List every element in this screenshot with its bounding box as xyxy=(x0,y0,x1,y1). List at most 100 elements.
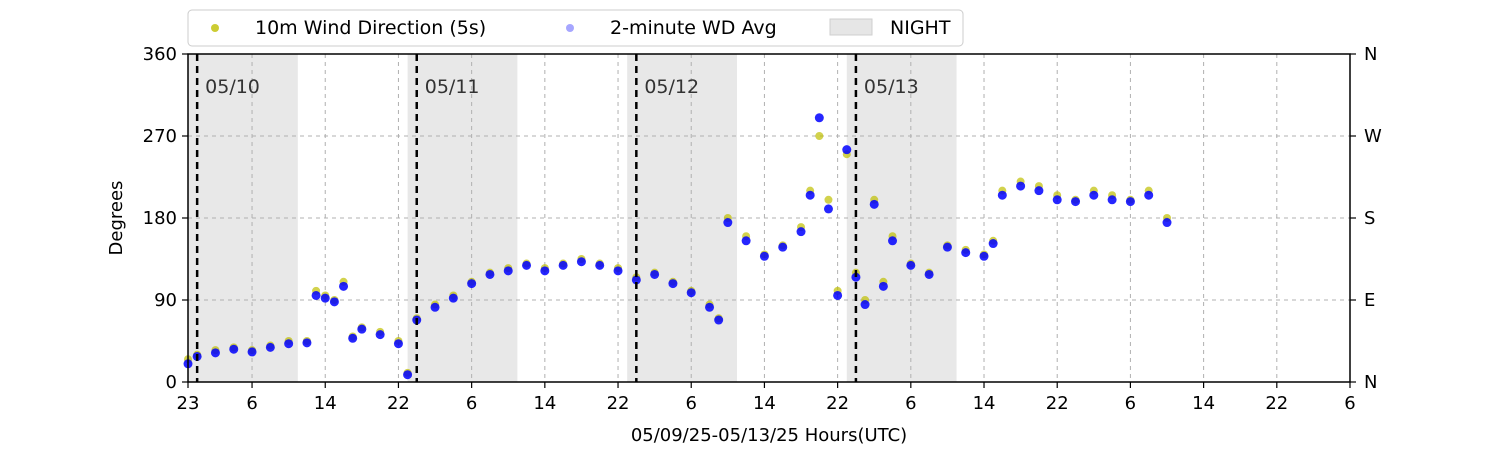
point-avg-34 xyxy=(714,315,724,325)
point-avg-11 xyxy=(339,281,349,291)
point-avg-51 xyxy=(924,269,934,279)
x-tick-label-4: 6 xyxy=(466,393,477,414)
point-avg-55 xyxy=(988,239,998,249)
point-avg-63 xyxy=(1125,197,1135,207)
right-tick-label-0: N xyxy=(1364,372,1377,393)
point-avg-62 xyxy=(1107,195,1117,205)
day-markers: 05/10 05/11 05/12 05/13 xyxy=(195,54,919,382)
legend-swatch-1 xyxy=(566,24,574,32)
right-axis-ticks: N E S W N xyxy=(1350,44,1382,393)
point-avg-42 xyxy=(823,204,833,214)
x-tick-label-15: 22 xyxy=(1265,393,1288,414)
day-marker-label-0: 05/10 xyxy=(205,76,260,98)
point-avg-2 xyxy=(210,348,220,358)
point-avg-20 xyxy=(467,279,477,289)
point-avg-8 xyxy=(311,290,321,300)
x-tick-label-9: 22 xyxy=(826,393,849,414)
point-avg-14 xyxy=(375,330,385,340)
x-tick-label-7: 6 xyxy=(686,393,697,414)
series-2min-avg xyxy=(183,113,1172,380)
x-tick-label-5: 14 xyxy=(533,393,556,414)
point-avg-4 xyxy=(247,347,257,357)
point-avg-30 xyxy=(650,269,660,279)
day-marker-label-2: 05/12 xyxy=(644,76,699,98)
point-avg-65 xyxy=(1162,218,1172,228)
point-avg-3 xyxy=(229,344,239,354)
legend-label-2: NIGHT xyxy=(890,17,951,39)
point-avg-41 xyxy=(814,113,824,123)
point-avg-19 xyxy=(448,293,458,303)
point-avg-37 xyxy=(759,251,769,261)
x-axis-label: 05/09/25-05/13/25 Hours(UTC) xyxy=(631,425,907,446)
point-avg-23 xyxy=(522,260,532,270)
legend-label-0: 10m Wind Direction (5s) xyxy=(255,17,486,39)
point-avg-35 xyxy=(723,218,733,228)
point-avg-47 xyxy=(869,199,879,209)
point-avg-56 xyxy=(997,190,1007,200)
point-avg-18 xyxy=(430,302,440,312)
point-avg-21 xyxy=(485,269,495,279)
day-marker-label-3: 05/13 xyxy=(864,76,919,98)
point-avg-46 xyxy=(860,300,870,310)
right-tick-label-2: S xyxy=(1364,208,1375,229)
point-avg-25 xyxy=(558,260,568,270)
y-tick-label-0: 0 xyxy=(166,372,177,393)
point-avg-38 xyxy=(778,242,788,252)
point-avg-49 xyxy=(888,236,898,246)
point-avg-60 xyxy=(1071,197,1081,207)
y-tick-label-1: 90 xyxy=(154,290,177,311)
point-avg-43 xyxy=(833,290,843,300)
point-avg-33 xyxy=(705,302,715,312)
x-tick-label-0: 23 xyxy=(177,393,200,414)
point-avg-9 xyxy=(320,293,330,303)
x-tick-label-6: 22 xyxy=(607,393,630,414)
day-marker-label-1: 05/11 xyxy=(425,76,480,98)
x-tick-label-10: 6 xyxy=(905,393,916,414)
point-avg-58 xyxy=(1034,186,1044,196)
y-tick-label-2: 180 xyxy=(143,208,177,229)
point-avg-13 xyxy=(357,324,367,334)
point-avg-6 xyxy=(284,339,294,349)
x-tick-label-1: 6 xyxy=(246,393,257,414)
point-avg-50 xyxy=(906,260,916,270)
right-tick-label-1: E xyxy=(1364,290,1375,311)
point-avg-61 xyxy=(1089,190,1099,200)
point-avg-45 xyxy=(851,272,861,282)
point-avg-24 xyxy=(540,266,550,276)
point-avg-10 xyxy=(329,297,339,307)
x-tick-label-12: 22 xyxy=(1046,393,1069,414)
point-avg-44 xyxy=(842,145,852,155)
point-avg-16 xyxy=(403,370,413,380)
point-avg-40 xyxy=(805,190,815,200)
night-band-2 xyxy=(627,54,737,382)
point-avg-22 xyxy=(503,266,513,276)
point-5s-41 xyxy=(815,132,824,140)
x-tick-label-13: 6 xyxy=(1125,393,1136,414)
right-tick-label-3: W xyxy=(1364,126,1382,147)
point-avg-7 xyxy=(302,338,312,348)
point-avg-5 xyxy=(265,342,275,352)
x-tick-label-8: 14 xyxy=(753,393,776,414)
point-avg-59 xyxy=(1052,195,1062,205)
x-tick-label-3: 22 xyxy=(387,393,410,414)
point-avg-36 xyxy=(741,236,751,246)
legend-swatch-0 xyxy=(211,24,219,32)
point-5s-42 xyxy=(824,195,833,204)
y-tick-label-3: 270 xyxy=(143,126,177,147)
point-avg-29 xyxy=(631,275,641,285)
point-avg-54 xyxy=(979,251,989,261)
point-avg-15 xyxy=(393,339,403,349)
point-avg-52 xyxy=(942,242,952,252)
point-avg-26 xyxy=(576,257,586,267)
point-avg-31 xyxy=(668,279,678,289)
x-tick-label-14: 14 xyxy=(1192,393,1215,414)
point-avg-39 xyxy=(796,227,806,237)
x-tick-label-11: 14 xyxy=(973,393,996,414)
right-tick-label-4: N xyxy=(1364,44,1377,65)
x-tick-label-2: 14 xyxy=(314,393,337,414)
point-avg-64 xyxy=(1144,190,1154,200)
point-avg-57 xyxy=(1016,181,1026,191)
point-avg-28 xyxy=(613,266,623,276)
legend-box xyxy=(187,9,964,47)
y-axis-label: Degrees xyxy=(106,181,127,256)
